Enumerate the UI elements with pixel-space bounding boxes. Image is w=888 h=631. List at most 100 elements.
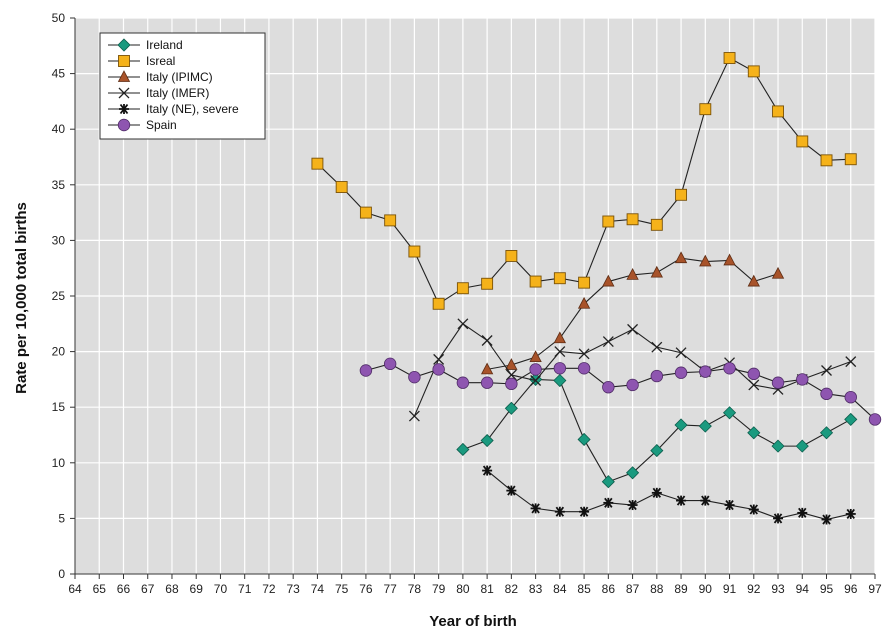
y-tick-label: 20 [52,345,66,359]
data-point [311,157,324,170]
legend-label: Spain [146,118,177,132]
x-marker-stroke [602,336,614,348]
series-isreal [311,52,857,310]
legend-label: Ireland [146,38,183,52]
x-tick-label: 77 [383,582,397,596]
data-point [845,508,856,520]
y-tick-label: 50 [52,11,66,25]
x-tick-label: 97 [868,582,882,596]
data-point [433,353,445,365]
x-tick-label: 78 [408,582,422,596]
data-point [457,318,469,330]
legend-label: Italy (IPIMC) [146,70,213,84]
x-tick-label: 92 [747,582,761,596]
legend-item: Italy (NE), severe [108,102,239,116]
x-tick-label: 72 [262,582,276,596]
data-point [577,362,591,375]
data-point [482,465,493,476]
data-point [578,276,591,289]
series-group [311,52,882,525]
y-tick-label: 5 [58,511,65,525]
data-point [772,105,784,118]
legend-item: Isreal [108,54,175,68]
data-point [700,495,711,506]
data-point [408,370,421,384]
data-point [530,375,542,386]
x-marker-stroke [118,87,130,99]
data-point [747,426,761,440]
data-point [796,135,809,148]
data-point [359,364,373,377]
x-marker-stroke [675,347,687,359]
legend-label: Isreal [146,54,175,68]
data-point [602,274,615,287]
data-point [577,296,591,309]
x-tick-label: 93 [771,582,785,596]
data-point [505,358,518,370]
x-tick-label: 65 [93,582,107,596]
data-point [651,341,663,353]
data-point [480,433,494,448]
data-point [383,357,397,371]
data-point [795,439,809,453]
legend-marker [117,38,131,52]
data-point [553,373,567,388]
x-tick-label: 81 [480,582,494,596]
data-point [699,365,712,378]
legend-item: Italy (IMER) [108,86,209,100]
x-tick-label: 91 [723,582,737,596]
x-marker-stroke [821,365,832,376]
data-point [602,215,615,228]
data-point [627,500,638,511]
data-point [773,513,784,524]
data-point [748,504,759,515]
x-marker-stroke [505,369,517,381]
data-point [748,379,760,391]
x-tick-label: 95 [820,582,834,596]
series-italy-ipimc [480,251,785,375]
x-tick-label: 82 [505,582,519,596]
y-axis-title: Rate per 10,000 total births [13,202,30,394]
data-point [553,272,566,285]
data-point [577,432,591,447]
tick-labels: 64 65 66 67 68 69 70 71 72 73 74 75 76 77 78 79 80 81 82 83… [52,11,882,596]
data-point [699,254,712,267]
x-tick-label: 89 [674,582,688,596]
x-tick-label: 69 [190,582,204,596]
y-tick-label: 40 [52,122,66,136]
data-point [724,500,735,511]
data-point [771,376,785,389]
axes [70,17,876,579]
legend-label: Italy (IMER) [146,86,209,100]
x-marker-stroke [554,346,566,358]
data-point [603,497,614,508]
data-point [602,336,614,348]
data-point [456,376,470,389]
data-point [674,418,688,432]
legend-marker [118,87,130,99]
data-point [651,487,662,498]
x-tick-label: 70 [214,582,228,596]
legend-marker [117,118,131,132]
data-point [650,369,664,383]
x-tick-label: 67 [141,582,155,596]
data-point [481,277,494,290]
x-tick-label: 73 [287,582,301,596]
series-line [365,363,876,420]
x-tick-label: 71 [238,582,252,596]
y-tick-label: 10 [52,456,66,470]
x-marker-stroke [651,341,663,353]
data-point [650,444,664,458]
data-point [359,206,372,219]
data-point [821,514,832,525]
legend-marker [118,55,130,67]
data-point [675,347,687,359]
data-point [747,367,760,381]
data-point [676,495,687,506]
x-tick-label: 94 [796,582,810,596]
data-point [530,503,541,514]
data-point [650,218,663,231]
legend-marker [119,103,129,115]
data-point [844,153,857,166]
data-point [868,413,882,426]
